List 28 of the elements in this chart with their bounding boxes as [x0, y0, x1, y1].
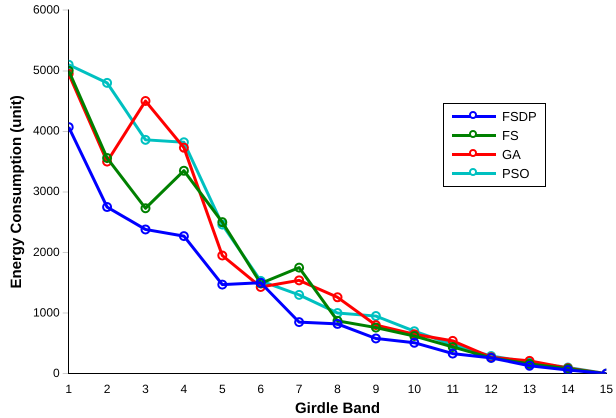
x-tick-label: 4 [180, 382, 188, 396]
x-tick-label: 15 [600, 382, 614, 396]
y-tick-label: 6000 [32, 2, 60, 17]
y-axis-title: Energy Consumption (unit) [8, 95, 26, 289]
legend-label: FS [502, 128, 519, 143]
x-tick-label: 7 [296, 382, 303, 396]
x-tick-label: 2 [104, 382, 111, 396]
y-tick-label: 0 [53, 366, 60, 380]
x-tick-label: 6 [257, 382, 264, 396]
x-tick-label: 14 [561, 382, 575, 396]
legend-label: PSO [502, 166, 530, 181]
y-tick-label: 2000 [32, 244, 60, 259]
x-tick-label: 10 [408, 382, 422, 396]
x-tick-label: 3 [142, 382, 150, 396]
x-tick-label: 11 [446, 382, 460, 396]
x-tick-label: 1 [65, 382, 72, 396]
x-tick-label: 9 [372, 382, 380, 396]
y-tick-label: 3000 [32, 184, 60, 198]
x-tick-label: 12 [484, 382, 498, 396]
y-tick-label: 4000 [32, 124, 60, 138]
y-tick-label: 1000 [32, 305, 60, 320]
legend-label: FSDP [502, 109, 537, 124]
x-axis-title: Girdle Band [295, 400, 380, 418]
x-tick-label: 5 [218, 382, 226, 396]
x-tick-label: 13 [522, 382, 537, 396]
y-tick-label: 5000 [32, 63, 60, 78]
x-tick-label: 8 [334, 382, 342, 396]
legend-label: GA [502, 147, 521, 162]
